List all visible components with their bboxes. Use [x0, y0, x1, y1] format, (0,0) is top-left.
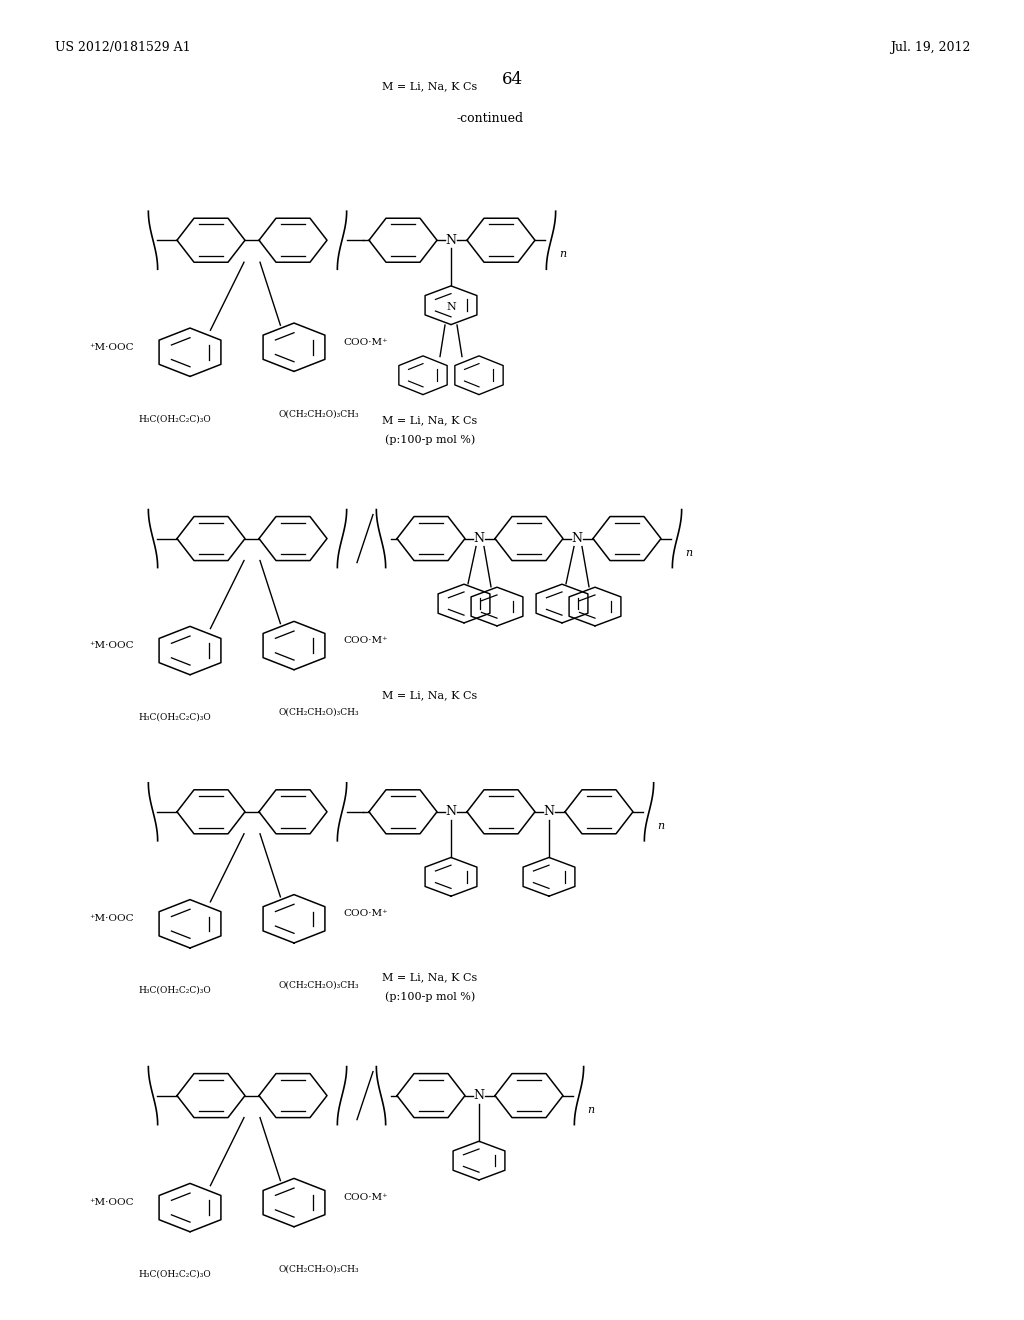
- Text: M = Li, Na, K Cs: M = Li, Na, K Cs: [382, 414, 478, 425]
- Text: N: N: [571, 532, 583, 545]
- Text: US 2012/0181529 A1: US 2012/0181529 A1: [55, 41, 190, 54]
- Text: ⁺M·OOC: ⁺M·OOC: [89, 1199, 134, 1206]
- Text: N: N: [445, 234, 457, 247]
- Text: H₃C(OH₂C₂C)₃O: H₃C(OH₂C₂C)₃O: [138, 986, 211, 995]
- Text: Jul. 19, 2012: Jul. 19, 2012: [890, 41, 970, 54]
- Text: O(CH₂CH₂O)₃CH₃: O(CH₂CH₂O)₃CH₃: [279, 1265, 359, 1274]
- Text: H₃C(OH₂C₂C)₃O: H₃C(OH₂C₂C)₃O: [138, 414, 211, 424]
- Text: H₃C(OH₂C₂C)₃O: H₃C(OH₂C₂C)₃O: [138, 713, 211, 722]
- Text: COO·M⁺: COO·M⁺: [343, 338, 388, 347]
- Text: O(CH₂CH₂O)₃CH₃: O(CH₂CH₂O)₃CH₃: [279, 409, 359, 418]
- Text: N: N: [544, 805, 555, 818]
- Text: ⁺M·OOC: ⁺M·OOC: [89, 642, 134, 649]
- Text: H₃C(OH₂C₂C)₃O: H₃C(OH₂C₂C)₃O: [138, 1270, 211, 1279]
- Text: n: n: [587, 1105, 594, 1114]
- Text: n: n: [559, 249, 566, 259]
- Text: ⁺M·OOC: ⁺M·OOC: [89, 915, 134, 923]
- Text: N: N: [446, 302, 456, 313]
- Text: COO·M⁺: COO·M⁺: [343, 1193, 388, 1203]
- Text: (p:100-p mol %): (p:100-p mol %): [385, 991, 475, 1002]
- Text: -continued: -continued: [457, 111, 523, 124]
- Text: M = Li, Na, K Cs: M = Li, Na, K Cs: [382, 81, 478, 91]
- Text: COO·M⁺: COO·M⁺: [343, 909, 388, 919]
- Text: M = Li, Na, K Cs: M = Li, Na, K Cs: [382, 972, 478, 982]
- Text: O(CH₂CH₂O)₃CH₃: O(CH₂CH₂O)₃CH₃: [279, 708, 359, 717]
- Text: O(CH₂CH₂O)₃CH₃: O(CH₂CH₂O)₃CH₃: [279, 981, 359, 990]
- Text: COO·M⁺: COO·M⁺: [343, 636, 388, 645]
- Text: M = Li, Na, K Cs: M = Li, Na, K Cs: [382, 690, 478, 701]
- Text: (p:100-p mol %): (p:100-p mol %): [385, 434, 475, 445]
- Text: n: n: [657, 821, 665, 830]
- Text: n: n: [685, 548, 692, 557]
- Text: 64: 64: [502, 71, 522, 88]
- Text: N: N: [473, 1089, 484, 1102]
- Text: ⁺M·OOC: ⁺M·OOC: [89, 343, 134, 351]
- Text: N: N: [473, 532, 484, 545]
- Text: N: N: [445, 805, 457, 818]
